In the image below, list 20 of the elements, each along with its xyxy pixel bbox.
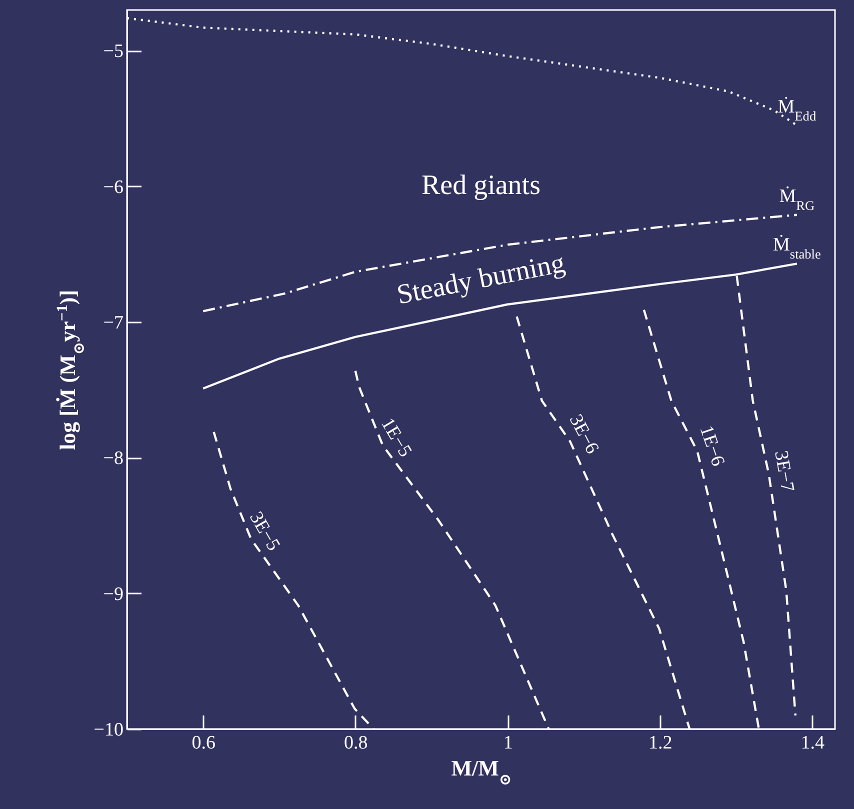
x-tick-label: 0.8 bbox=[344, 732, 368, 754]
y-tick-label: −8 bbox=[103, 448, 124, 470]
text: 1E−6 bbox=[695, 422, 728, 469]
x-tick-label: 1.2 bbox=[648, 732, 672, 754]
series-label: Ṁ$_{RG}$ bbox=[779, 186, 816, 212]
y-tick-label: −6 bbox=[103, 176, 124, 198]
y-tick-label: −10 bbox=[94, 720, 124, 740]
series-label: Ṁ$_{stable}$ bbox=[772, 234, 821, 262]
y-tick-label: −7 bbox=[103, 312, 124, 334]
series-label: Ṁ$_{Edd}$ bbox=[778, 96, 816, 123]
y-tick-label: −5 bbox=[103, 41, 124, 62]
x-tick-label: 0.6 bbox=[192, 732, 216, 754]
x-tick-label: 1.4 bbox=[800, 732, 826, 754]
x-axis-title: M/M$_{⊙}$ bbox=[451, 756, 512, 788]
annotation: Red giants bbox=[422, 170, 540, 202]
text: 3E−6 bbox=[564, 410, 603, 458]
annotation: Steady burning bbox=[394, 248, 568, 311]
y-tick-label: −9 bbox=[103, 584, 124, 605]
text: 3E−7 bbox=[770, 449, 798, 494]
x-tick-label: 1 bbox=[503, 732, 513, 754]
